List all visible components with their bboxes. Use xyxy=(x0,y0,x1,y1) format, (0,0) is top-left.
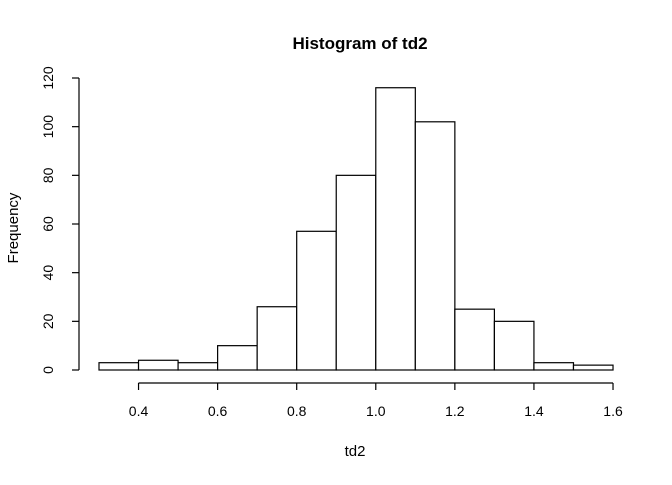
x-tick-label: 1.4 xyxy=(524,403,544,419)
y-tick-label: 100 xyxy=(40,115,56,139)
histogram-bar xyxy=(256,306,298,371)
x-tick-label: 0.6 xyxy=(208,403,228,419)
histogram-bar xyxy=(493,320,535,371)
y-axis: 0 20 40 60 80 100 120 xyxy=(40,66,80,374)
x-tick-label: 1.2 xyxy=(445,403,465,419)
histogram-bar xyxy=(572,364,614,371)
y-tick-label: 60 xyxy=(40,216,56,232)
x-axis-label: td2 xyxy=(345,443,366,460)
histogram-bar xyxy=(137,359,179,371)
histogram-bar xyxy=(217,345,258,371)
y-tick-label: 0 xyxy=(40,366,56,374)
histogram-bar xyxy=(375,87,416,371)
histogram-bars xyxy=(98,87,614,371)
chart-title: Histogram of td2 xyxy=(292,34,427,53)
x-tick-label: 1.6 xyxy=(603,403,623,419)
y-tick-label: 20 xyxy=(40,313,56,329)
histogram-bar xyxy=(454,308,495,371)
y-axis-label: Frequency xyxy=(5,192,22,263)
histogram-bar xyxy=(533,362,575,371)
x-tick-label: 0.8 xyxy=(287,403,307,419)
x-tick-label: 1.0 xyxy=(366,403,386,419)
y-tick-label: 40 xyxy=(40,265,56,281)
histogram-bar xyxy=(335,174,377,371)
x-axis: 0.4 0.6 0.8 1.0 1.2 1.4 1.6 xyxy=(129,382,623,419)
histogram-bar xyxy=(296,230,337,371)
histogram-bar xyxy=(98,362,140,371)
y-tick-label: 120 xyxy=(40,66,56,90)
histogram-bar xyxy=(177,362,219,371)
x-tick-label: 0.4 xyxy=(129,403,149,419)
y-tick-label: 80 xyxy=(40,167,56,183)
histogram-bar xyxy=(414,121,456,371)
